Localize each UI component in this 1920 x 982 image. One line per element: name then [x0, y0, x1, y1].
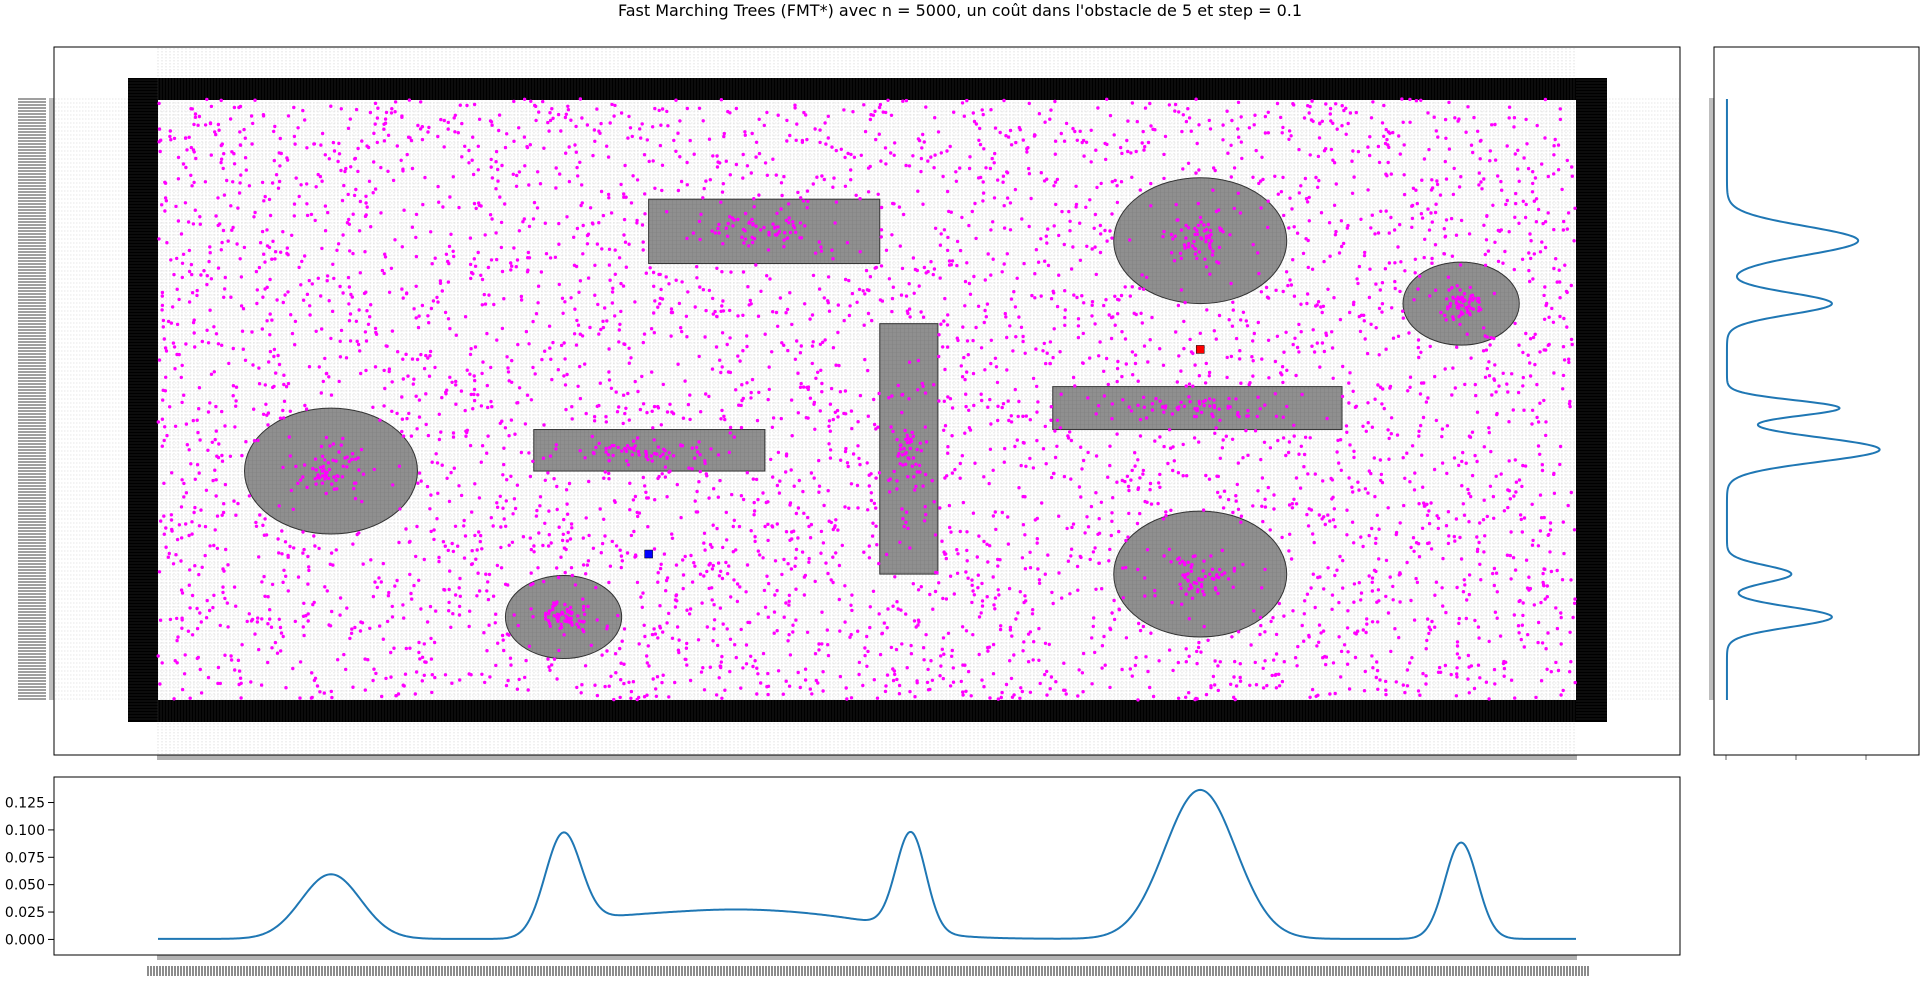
obstacles [243, 177, 1520, 660]
y-tick-label: 0.025 [5, 905, 45, 921]
x-density-curve [158, 788, 1576, 940]
obstacle-ellipse-6 [1113, 177, 1288, 305]
y-tick-label: 0.125 [5, 796, 45, 812]
x-tick-marks [157, 955, 1577, 960]
obstacle-ellipse-4 [243, 407, 418, 535]
wall-right [1576, 78, 1607, 722]
obstacle-ellipse-7 [1402, 261, 1520, 346]
sample-nodes [156, 97, 1577, 702]
x-density-y-ticks: 0.000 0.025 0.050 0.075 0.100 0.125 [5, 796, 54, 948]
x-density-panel: 0.000 0.025 0.050 0.075 0.100 0.125 [5, 776, 1681, 976]
x-tick-label-block [147, 966, 1589, 976]
wall-top [128, 78, 1607, 100]
y-density-ticks [1709, 98, 1867, 760]
map-border-walls [128, 78, 1607, 722]
y-tick-label: 0.075 [5, 850, 45, 866]
main-y-tick-labels [18, 98, 46, 700]
main-map-panel [18, 46, 1681, 760]
obstacle-rect-0 [648, 198, 881, 265]
main-map-ticks [18, 98, 1577, 760]
x-density-frame [53, 776, 1681, 956]
wall-bottom [128, 700, 1607, 722]
obstacle-ellipse-8 [1113, 510, 1288, 638]
y-density-curve [1725, 99, 1881, 700]
goal-marker [1195, 345, 1205, 354]
x-density-x-ticks [147, 955, 1589, 976]
wall-texture [128, 78, 1607, 722]
start-goal-markers [644, 345, 1205, 559]
y-tick-label: 0.050 [5, 878, 45, 894]
start-marker [644, 549, 653, 559]
obstacle-rect-1 [533, 429, 766, 472]
sample-points [156, 97, 1577, 702]
y-tick-label: 0.000 [5, 932, 45, 948]
figure-title: Fast Marching Trees (FMT*) avec n = 5000… [618, 1, 1302, 20]
y-density-tick-marks [1709, 98, 1867, 760]
obstacle-ellipse-5 [504, 575, 623, 660]
y-tick-label: 0.100 [5, 823, 45, 839]
main-ticks [49, 98, 1577, 760]
wall-left [128, 78, 158, 722]
y-density-panel [1709, 46, 1920, 760]
y-density-frame [1713, 46, 1920, 756]
